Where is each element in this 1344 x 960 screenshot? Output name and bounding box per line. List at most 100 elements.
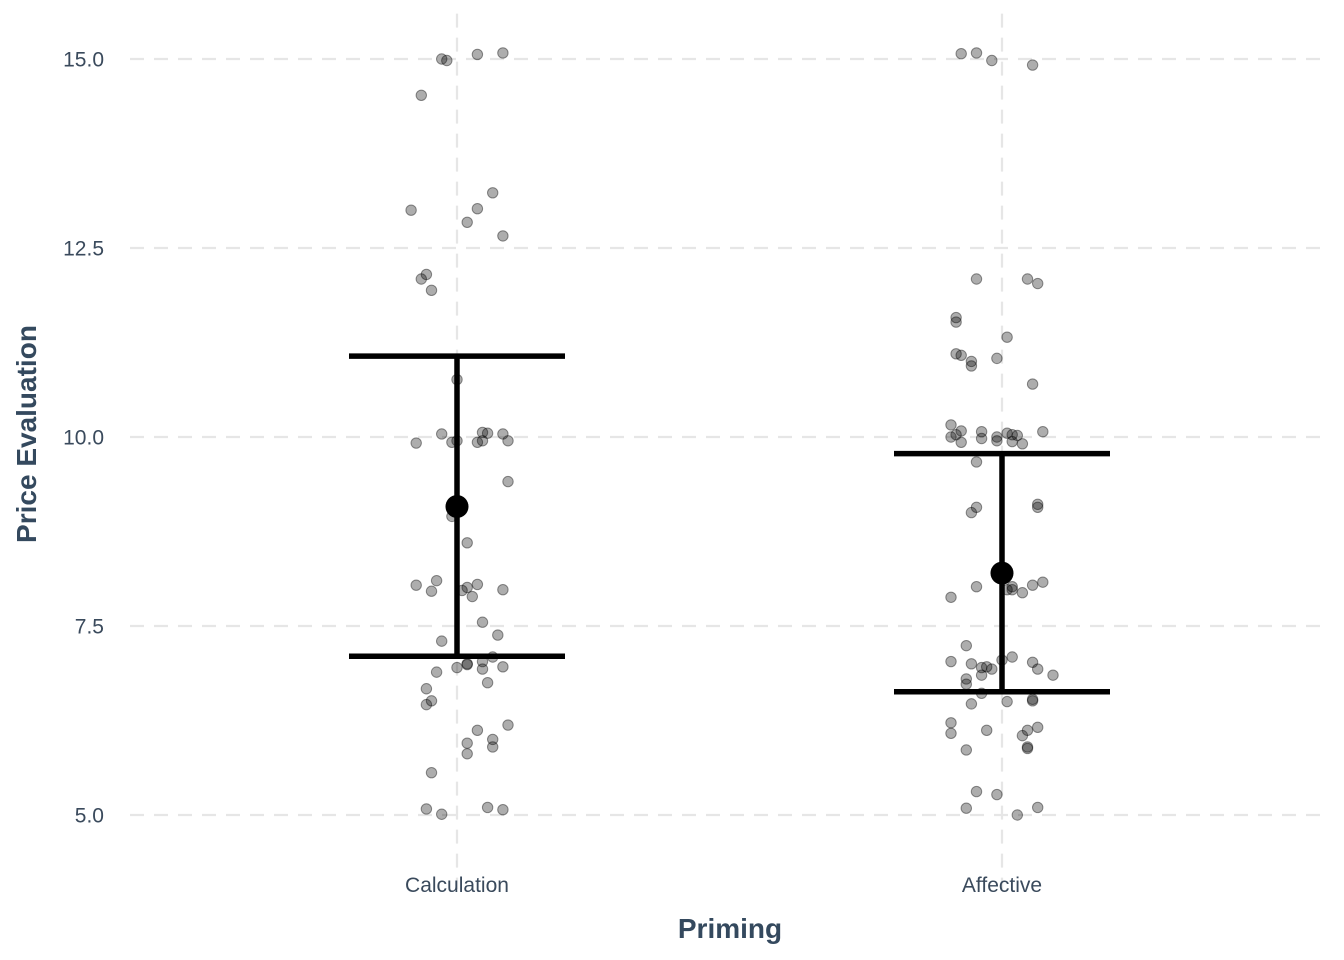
data-point [950,429,962,441]
data-point [471,724,484,737]
data-point [425,585,438,597]
data-point [497,584,509,596]
data-point [425,284,438,297]
data-point [461,537,473,549]
data-point [425,695,438,707]
data-point [970,47,983,59]
data-point [481,801,494,814]
data-point [981,661,993,673]
data-point [986,54,998,67]
data-point [1047,669,1059,681]
data-point [461,737,473,749]
data-point [986,663,998,675]
data-point [955,349,967,362]
data-point [975,669,988,681]
data-point [436,53,448,65]
data-point [471,436,484,448]
data-point [1026,695,1039,707]
x-axis-title: Priming [678,913,782,944]
data-point [975,661,988,674]
data-point [430,574,443,587]
data-point [502,475,514,488]
data-point [497,47,509,59]
data-point [1001,331,1013,343]
data-point [487,187,499,199]
data-point [970,580,983,593]
data-point [945,717,957,729]
data-point [497,804,509,816]
data-point [1016,587,1029,599]
data-point [991,788,1003,801]
data-point [497,661,509,673]
y-tick-label: 5.0 [75,805,104,828]
data-point [970,785,983,798]
data-point [1021,273,1034,285]
data-point [1032,498,1044,510]
data-point [481,677,494,689]
data-point [950,348,962,360]
data-point [420,683,433,695]
data-point [960,678,972,690]
data-point [1032,277,1044,290]
data-point [466,590,478,603]
data-point [1006,435,1018,448]
data-point [497,428,509,440]
data-point [960,802,972,814]
data-point [1001,695,1013,708]
data-point [1001,427,1013,439]
data-point [1026,59,1039,71]
data-point [410,579,422,591]
data-point [1021,741,1034,753]
y-axis-title: Price Evaluation [11,325,42,543]
data-point [960,639,972,652]
data-point [945,655,957,668]
data-point [1032,801,1044,814]
y-tick-label: 12.5 [63,238,104,261]
data-points [405,47,1059,821]
data-point [981,724,993,737]
data-point [436,428,448,440]
data-point [950,316,962,328]
mean-point [445,495,469,519]
data-point [497,230,509,242]
data-point [1006,651,1018,663]
data-point [965,698,978,710]
data-point [960,673,972,685]
data-point [420,268,433,281]
data-point [945,727,957,740]
data-point [970,273,983,285]
data-point [970,456,983,468]
data-point [1021,724,1034,737]
data-point [451,661,463,674]
data-point [476,435,489,447]
data-point [471,578,484,591]
data-point [461,748,473,760]
data-point [1006,584,1018,596]
data-point [436,808,448,820]
data-point [481,427,494,439]
data-point [476,616,489,628]
data-point [487,733,499,746]
data-point [502,435,514,447]
x-tick-label: Affective [962,874,1042,897]
y-axis-ticks: 5.0 7.5 10.0 12.5 15.0 [63,49,104,828]
data-point [425,766,438,779]
data-point [461,216,473,228]
data-point [955,48,967,60]
data-point [975,426,988,438]
data-point [1032,663,1044,675]
data-point [441,54,453,67]
y-tick-label: 15.0 [63,49,104,72]
data-point [965,355,978,368]
data-point [1006,429,1018,441]
data-point [1032,721,1044,734]
summary-marks [349,353,1110,695]
x-axis-ticks: Calculation Affective [405,874,1042,897]
data-point [965,506,978,519]
data-point [1006,580,1018,593]
data-point [1037,576,1049,588]
mean-point [990,561,1014,585]
data-point [420,698,433,711]
data-point [945,419,957,431]
data-point [955,436,967,448]
